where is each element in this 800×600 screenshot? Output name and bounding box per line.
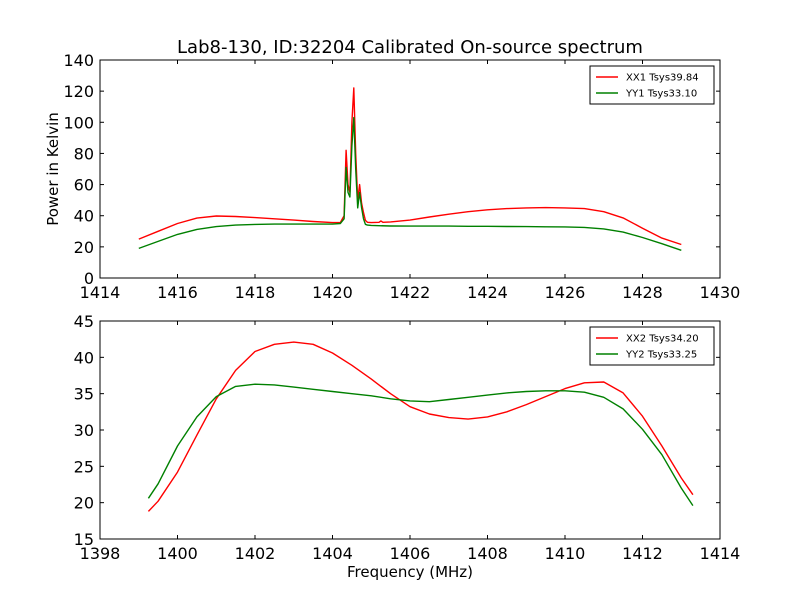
x-tick-label: 1420 xyxy=(312,283,353,302)
legend-0: XX1 Tsys39.84 YY1 Tsys33.10 xyxy=(589,65,715,105)
top-plot: 1414 1416 1418 1420 1422 1424 1426 1428 1430 0 20 4… xyxy=(63,51,740,302)
x-tick-label: 1424 xyxy=(467,283,508,302)
y-tick-label: 120 xyxy=(63,82,94,101)
series-line-1-0 xyxy=(147,341,694,512)
y-tick-label: 35 xyxy=(74,385,94,404)
x-tick-label: 1426 xyxy=(545,283,586,302)
legend-entry-label: YY2 Tsys33.25 xyxy=(625,350,697,361)
x-tick-label: 1398 xyxy=(80,544,121,563)
series-line-1-1 xyxy=(147,383,694,506)
x-tick-label: 1406 xyxy=(390,544,431,563)
series-line-0-0 xyxy=(138,87,682,246)
legend-entry-label: XX2 Tsys34.20 xyxy=(626,334,699,345)
y-tick-label: 140 xyxy=(63,51,94,70)
x-tick-label: 1408 xyxy=(467,544,508,563)
y-tick-label: 45 xyxy=(74,312,94,331)
legend-box xyxy=(589,326,715,366)
y-tick-label: 25 xyxy=(74,457,94,476)
y-tick-label: 80 xyxy=(74,144,94,163)
y-tick-label: 40 xyxy=(74,207,94,226)
bottom-x-axis-label: Frequency (MHz) xyxy=(347,563,473,581)
legend-1: XX2 Tsys34.20 YY2 Tsys33.25 xyxy=(589,326,715,366)
x-tick-label: 1402 xyxy=(235,544,276,563)
y-tick-label: 60 xyxy=(74,176,94,195)
legend-entry-label: YY1 Tsys33.10 xyxy=(625,89,697,100)
y-tick-label: 100 xyxy=(63,113,94,132)
x-tick-label: 1400 xyxy=(157,544,198,563)
bottom-plot: 1398 1400 1402 1404 1406 1408 1410 1412 1414 15 20… xyxy=(74,312,741,563)
x-tick-label: 1416 xyxy=(157,283,198,302)
x-tick-label: 1422 xyxy=(390,283,431,302)
y-tick-label: 40 xyxy=(74,348,94,367)
x-tick-label: 1418 xyxy=(235,283,276,302)
x-tick-label: 1414 xyxy=(700,544,741,563)
y-tick-label: 0 xyxy=(84,269,94,288)
y-tick-label: 20 xyxy=(74,238,94,257)
x-tick-label: 1430 xyxy=(700,283,741,302)
y-tick-label: 30 xyxy=(74,421,94,440)
x-tick-label: 1410 xyxy=(545,544,586,563)
x-tick-label: 1428 xyxy=(622,283,663,302)
x-tick-label: 1404 xyxy=(312,544,353,563)
y-tick-label: 15 xyxy=(74,530,94,549)
series-line-0-1 xyxy=(138,116,682,251)
x-tick-label: 1414 xyxy=(80,283,121,302)
top-y-axis-label: Power in Kelvin xyxy=(44,112,62,226)
chart-title: Lab8-130, ID:32204 Calibrated On-source … xyxy=(177,37,643,58)
legend-entry-label: XX1 Tsys39.84 xyxy=(626,73,699,84)
x-tick-label: 1412 xyxy=(622,544,663,563)
legend-box xyxy=(589,65,715,105)
y-tick-label: 20 xyxy=(74,494,94,513)
